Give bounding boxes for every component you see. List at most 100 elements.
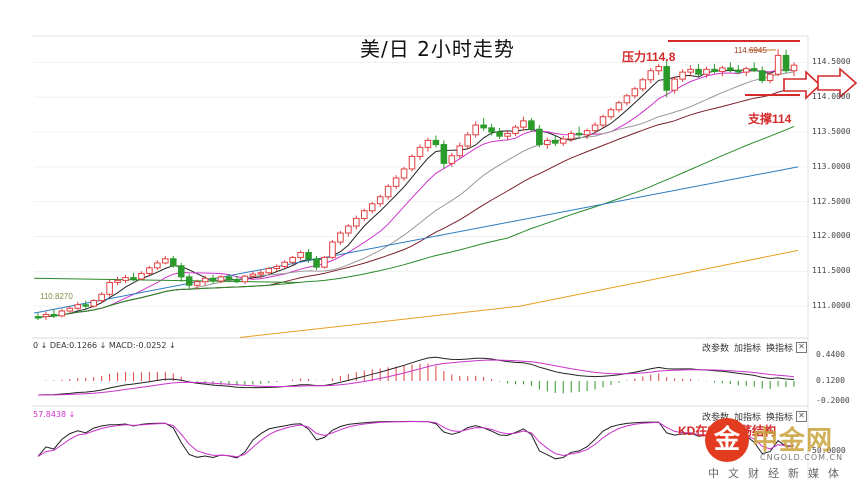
candle-body bbox=[464, 134, 472, 147]
candle-body bbox=[790, 64, 798, 72]
candle-body bbox=[289, 256, 296, 263]
support-label: 支撑114 bbox=[748, 112, 792, 126]
candle-body bbox=[575, 132, 583, 136]
candle-body bbox=[456, 145, 464, 157]
candle-body bbox=[130, 277, 137, 280]
kd-switch-indicator-button[interactable]: 换指标 bbox=[766, 413, 794, 423]
resistance-label: 压力114.8 bbox=[622, 50, 676, 64]
candle-body bbox=[209, 277, 217, 282]
candle-body bbox=[408, 155, 416, 170]
candle-body bbox=[400, 168, 408, 179]
candle-body bbox=[599, 116, 607, 126]
candle-body bbox=[591, 124, 599, 132]
ma10-line bbox=[37, 69, 795, 319]
candle-body bbox=[34, 316, 42, 319]
dea-line bbox=[37, 359, 795, 396]
macd-add-indicator-button[interactable]: 加指标 bbox=[734, 344, 762, 354]
kd-add-indicator-button[interactable]: 加指标 bbox=[734, 413, 762, 423]
macd-indicator bbox=[37, 356, 795, 396]
candle-body bbox=[727, 67, 734, 71]
ma250-line bbox=[239, 249, 799, 338]
candle-body bbox=[297, 252, 304, 258]
candle-body bbox=[758, 70, 766, 81]
watermark-logo-icon: 金 bbox=[705, 418, 749, 462]
candle-body bbox=[663, 66, 670, 91]
candlesticks bbox=[34, 49, 798, 321]
candle-body bbox=[225, 276, 233, 281]
candle-body bbox=[583, 130, 591, 136]
candle-body bbox=[536, 128, 543, 146]
y-tick-label: 113.5000 bbox=[812, 127, 851, 137]
candle-body bbox=[162, 258, 169, 264]
candle-body bbox=[488, 127, 495, 133]
candle-body bbox=[750, 68, 758, 72]
ma120-line bbox=[33, 166, 799, 314]
y-tick-label: 113.0000 bbox=[812, 161, 851, 171]
chart-title: 美/日 2小时走势 bbox=[360, 37, 515, 61]
kd-change-params-button[interactable]: 改参数 bbox=[702, 413, 730, 423]
kd-value: 57.8438 bbox=[33, 410, 67, 419]
candle-body bbox=[265, 268, 273, 274]
candle-body bbox=[376, 196, 384, 205]
candle-body bbox=[774, 54, 782, 75]
candle-body bbox=[281, 261, 288, 267]
forecast-arrow-icon-2 bbox=[817, 67, 858, 99]
candle-body bbox=[615, 102, 623, 111]
macd-tick: 0.1200 bbox=[816, 376, 845, 385]
candle-body bbox=[169, 258, 177, 267]
kd-header: 57.8438 ↓ bbox=[33, 410, 75, 419]
low-price-label: 110.8270 bbox=[40, 292, 73, 301]
candle-body bbox=[520, 120, 527, 128]
watermark-url: CNGOLD.COM.CN bbox=[760, 453, 844, 462]
candle-body bbox=[66, 307, 74, 312]
candle-body bbox=[392, 177, 400, 187]
macd-switch-indicator-button[interactable]: 换指标 bbox=[766, 344, 794, 354]
macd-tick: 0.4400 bbox=[816, 350, 845, 359]
candle-body bbox=[695, 68, 702, 75]
candle-body bbox=[241, 275, 249, 283]
candle-body bbox=[742, 68, 750, 73]
candle-body bbox=[655, 66, 663, 72]
candle-body bbox=[679, 71, 686, 80]
candle-body bbox=[607, 109, 615, 118]
candle-body bbox=[273, 265, 281, 270]
macd-change-params-button[interactable]: 改参数 bbox=[702, 344, 730, 354]
candle-body bbox=[711, 68, 718, 72]
y-tick-label: 114.0000 bbox=[812, 92, 851, 102]
candle-body bbox=[98, 293, 105, 302]
dea-value: DEA:0.1266 bbox=[49, 341, 98, 350]
candle-body bbox=[512, 126, 519, 134]
candle-body bbox=[551, 139, 559, 144]
candle-body bbox=[257, 272, 265, 275]
forecast-arrow-icon-1 bbox=[783, 70, 822, 100]
candle-body bbox=[154, 262, 161, 269]
candle-body bbox=[217, 276, 225, 282]
macd-value: MACD:-0.0252 bbox=[108, 341, 167, 350]
y-tick-label: 111.5000 bbox=[812, 266, 851, 276]
macd-close-icon[interactable]: ✕ bbox=[796, 342, 807, 353]
down-arrow-icon: ↓ bbox=[169, 341, 176, 350]
down-arrow-icon: ↓ bbox=[40, 341, 48, 350]
candle-body bbox=[114, 279, 121, 283]
candle-body bbox=[249, 273, 257, 277]
candle-body bbox=[177, 265, 185, 278]
candle-body bbox=[735, 69, 742, 73]
y-tick-label: 112.0000 bbox=[812, 231, 851, 241]
candle-body bbox=[559, 138, 567, 144]
candle-body bbox=[74, 304, 82, 309]
candle-body bbox=[42, 313, 50, 318]
kd-close-icon[interactable]: ✕ bbox=[796, 411, 807, 422]
candle-body bbox=[313, 258, 320, 268]
candle-body bbox=[472, 124, 479, 136]
price-grid bbox=[34, 61, 808, 307]
y-tick-label: 112.5000 bbox=[812, 196, 851, 206]
candle-body bbox=[544, 139, 551, 146]
candle-body bbox=[687, 68, 694, 73]
candle-body bbox=[58, 310, 66, 317]
candle-body bbox=[631, 88, 639, 97]
candle-body bbox=[329, 241, 336, 258]
candle-body bbox=[90, 300, 97, 307]
candle-body bbox=[50, 313, 58, 317]
watermark-subtitle: 中文财经新媒体 bbox=[708, 467, 848, 480]
